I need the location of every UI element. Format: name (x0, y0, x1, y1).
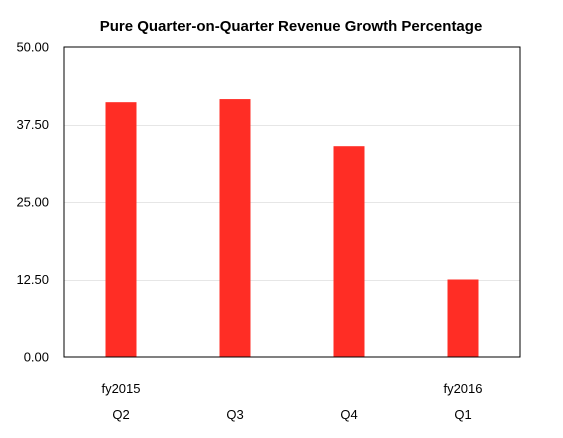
y-tick-label: 0.00 (24, 350, 49, 365)
x-year-label: fy2016 (443, 381, 482, 396)
x-category-label: Q2 (112, 407, 129, 422)
x-category-label: Q4 (340, 407, 357, 422)
bars (105, 99, 479, 358)
bar-q2 (105, 102, 137, 358)
x-category-label: Q3 (226, 407, 243, 422)
gridlines (64, 125, 520, 281)
y-tick-label: 37.50 (16, 117, 49, 132)
x-axis-labels: Q2 fy2015 Q3 Q4 Q1 fy2016 (101, 381, 482, 422)
y-tick-label: 50.00 (16, 40, 49, 55)
x-category-label: Q1 (454, 407, 471, 422)
bar-q3 (219, 99, 251, 357)
y-tick-label: 25.00 (16, 195, 49, 210)
y-axis-ticks: 0.00 12.50 25.00 37.50 50.00 (16, 40, 49, 365)
chart-title: Pure Quarter-on-Quarter Revenue Growth P… (100, 18, 483, 35)
plot-area-frame (63, 46, 521, 358)
bar-q4 (333, 146, 365, 357)
bar-q1 (447, 279, 479, 357)
x-year-label: fy2015 (101, 381, 140, 396)
y-tick-label: 12.50 (16, 272, 49, 287)
